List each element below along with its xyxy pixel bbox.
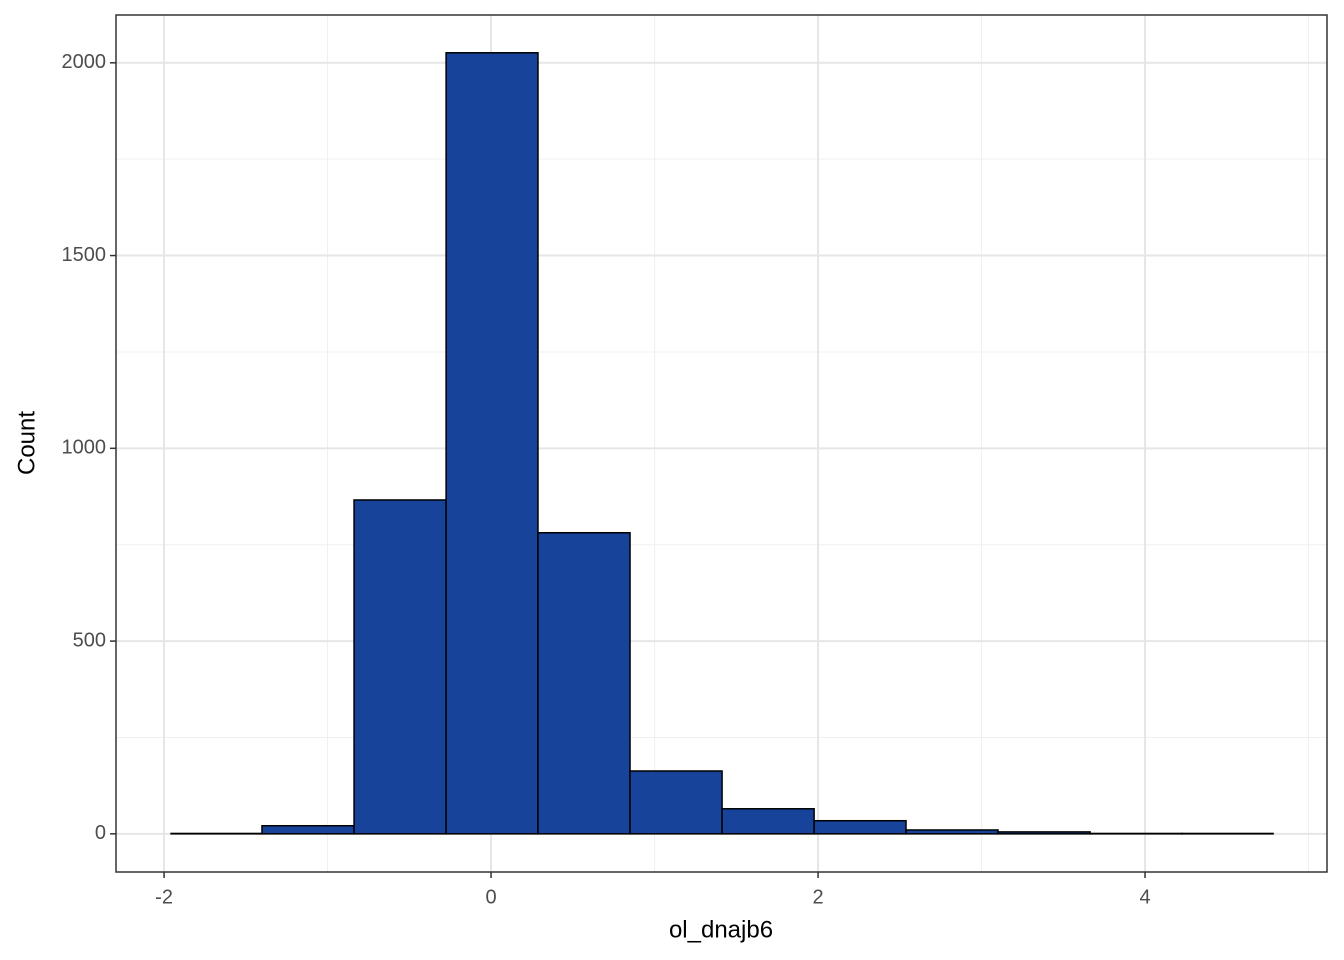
x-tick-label: 4 [1139, 886, 1150, 908]
x-tick-label: 0 [485, 886, 496, 908]
bar [261, 824, 355, 835]
bar [629, 770, 723, 835]
y-tick-label: 1500 [62, 244, 107, 266]
y-tick-label: 1000 [62, 437, 107, 459]
x-axis-title: ol_dnajb6 [669, 916, 773, 943]
x-tick-label: -2 [155, 886, 173, 908]
y-tick-label: 2000 [62, 51, 107, 73]
panel-border [115, 14, 1328, 873]
bar [353, 499, 447, 835]
x-tick-label: 2 [812, 886, 823, 908]
y-tick-label: 0 [95, 822, 106, 844]
bar [445, 52, 539, 835]
bar [997, 831, 1091, 835]
bar [905, 829, 999, 835]
bar [537, 531, 631, 835]
bar [721, 808, 815, 835]
y-tick-label: 500 [73, 629, 106, 651]
y-axis-title: Count [13, 411, 40, 475]
bar [813, 819, 907, 835]
